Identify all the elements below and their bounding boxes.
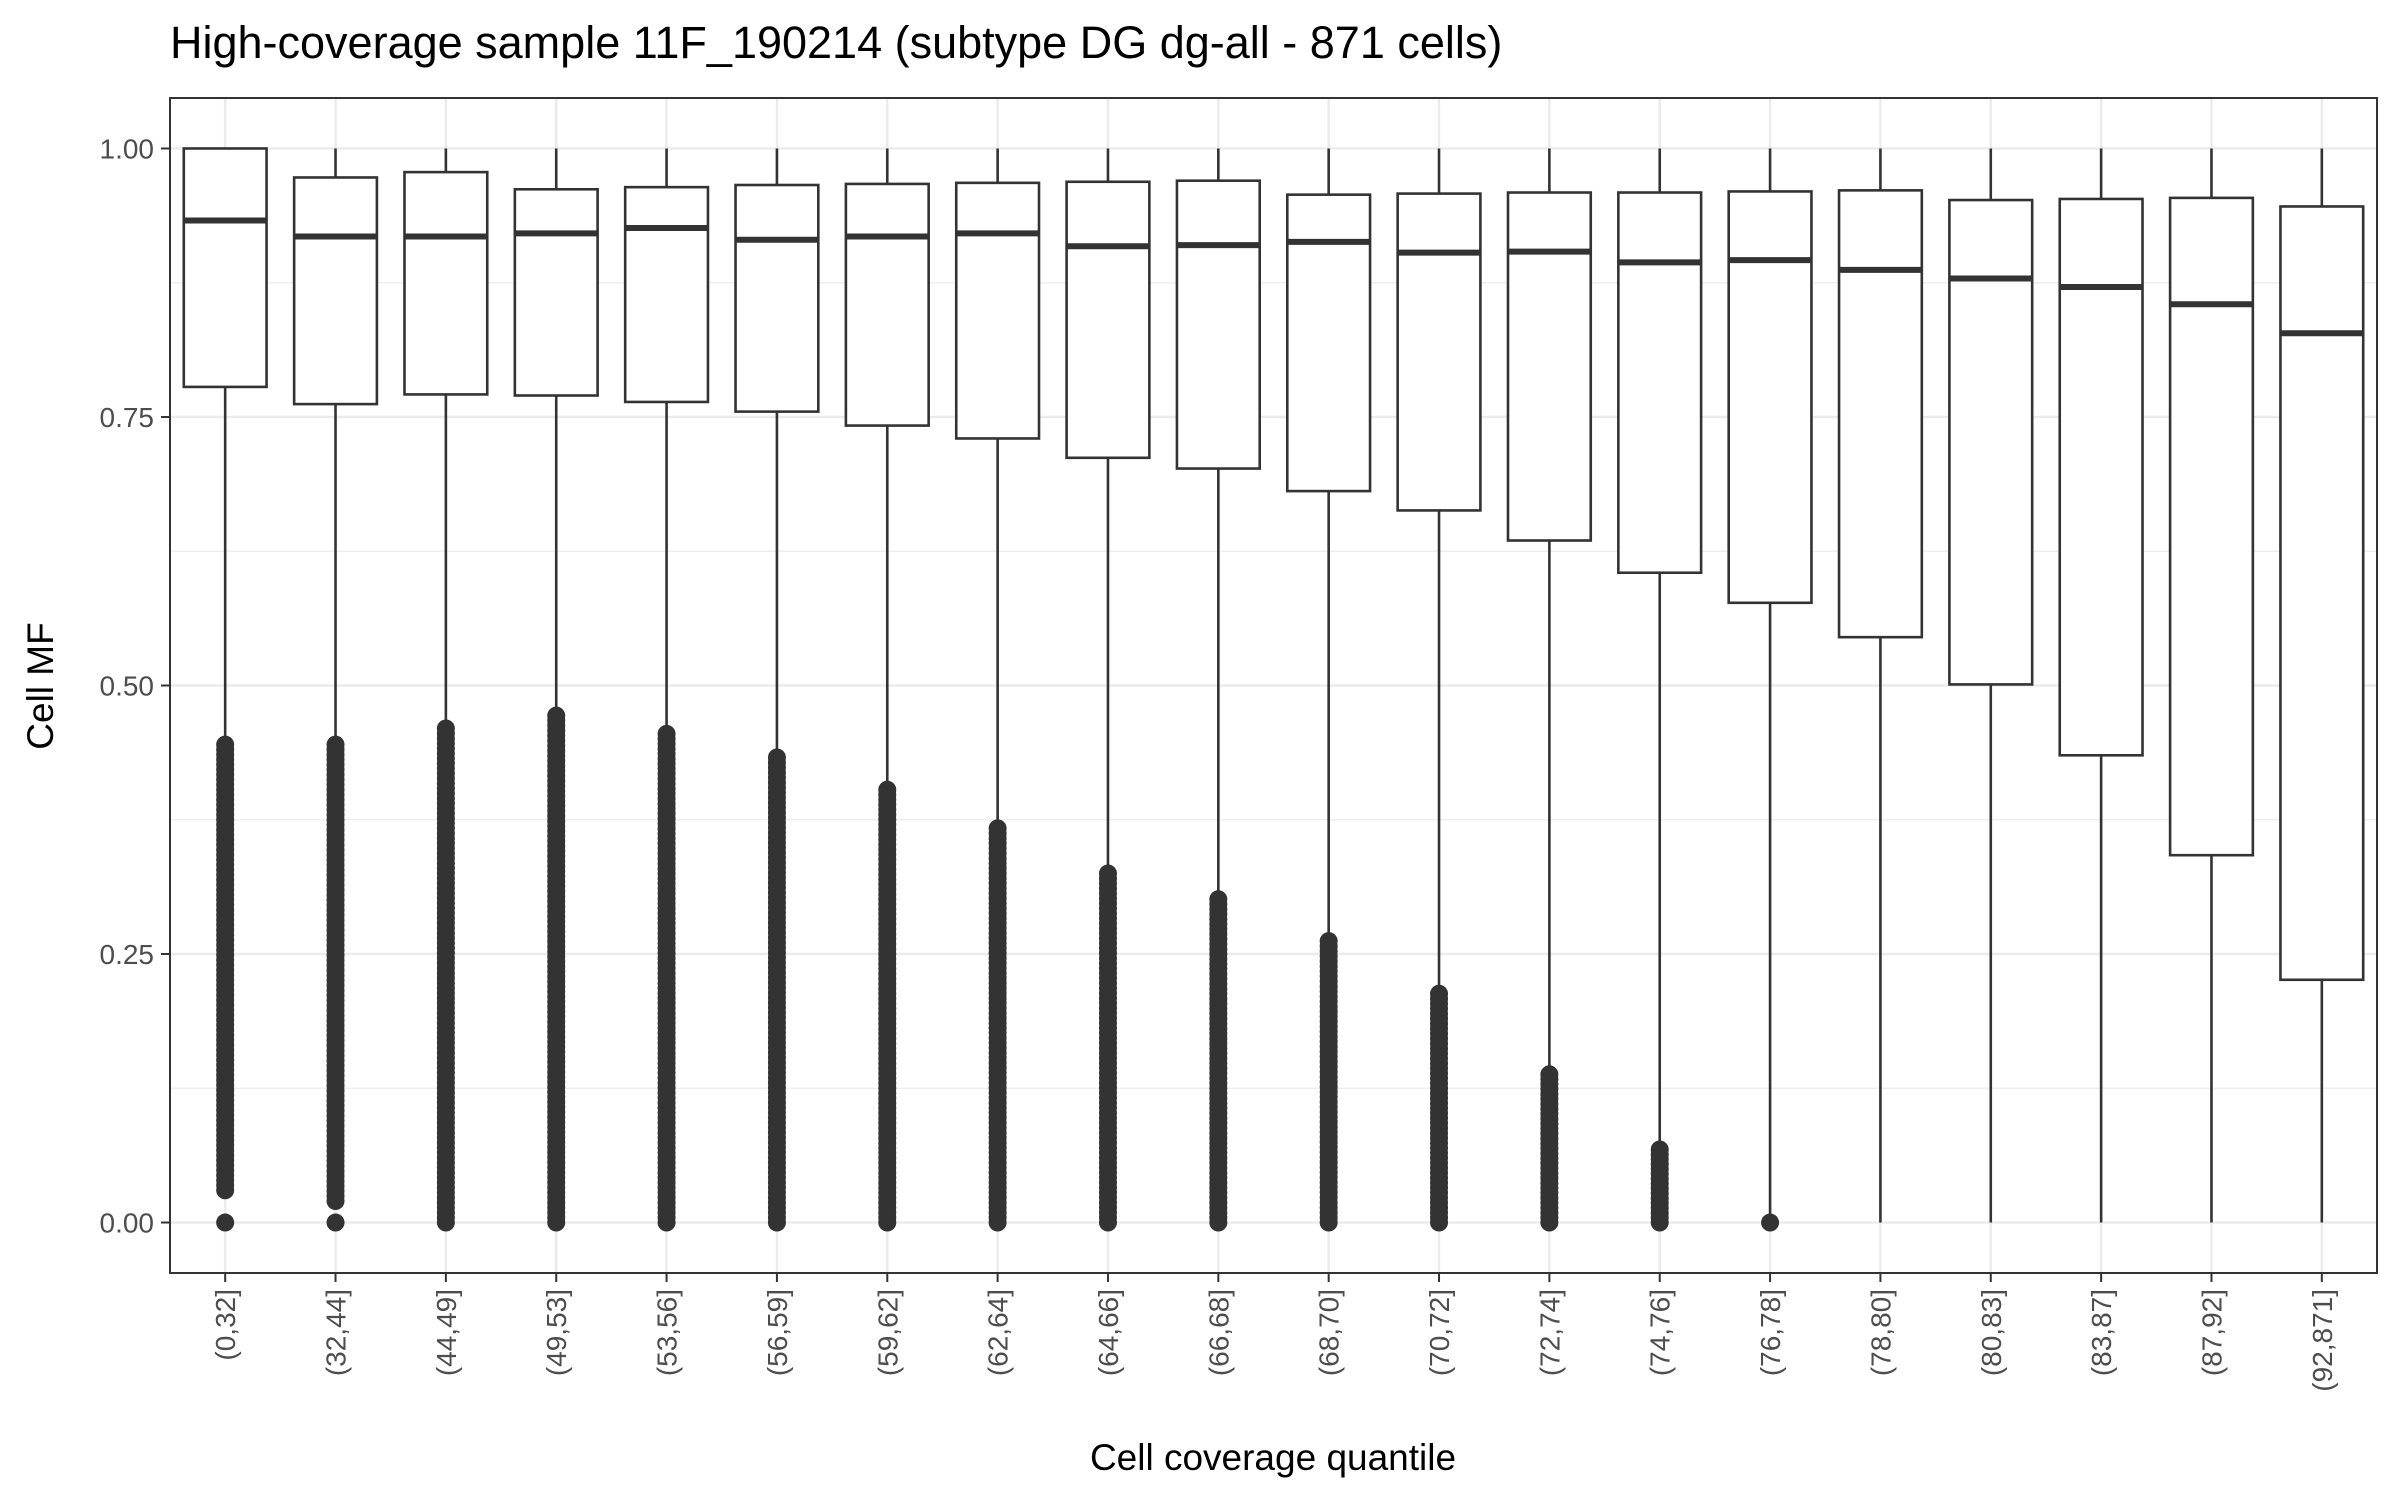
- x-tick-label: (53,56]: [652, 1289, 683, 1376]
- box-group: [734, 148, 820, 1232]
- x-tick-label: (92,871]: [2307, 1289, 2338, 1392]
- box-group: [1065, 148, 1151, 1232]
- y-tick-label: 0.50: [100, 671, 155, 702]
- x-axis: (0,32] (32,44] (44,49] (49,53] (53,56] (56,59…: [210, 1273, 2338, 1392]
- outlier-point: [1650, 1213, 1669, 1232]
- x-tick-label: (76,78]: [1755, 1289, 1786, 1376]
- x-tick-label: (59,62]: [872, 1289, 903, 1376]
- box-group: [513, 148, 599, 1232]
- iqr-box: [2279, 205, 2365, 982]
- iqr-box: [1396, 192, 1482, 512]
- outlier-point: [436, 1213, 455, 1232]
- chart-title: High-coverage sample 11F_190214 (subtype…: [170, 17, 1502, 68]
- x-tick-label: (78,80]: [1865, 1289, 1896, 1376]
- outlier-point: [1098, 1213, 1117, 1232]
- box-group: [1396, 148, 1482, 1232]
- box-group: [1506, 148, 1593, 1232]
- x-tick-label: (49,53]: [541, 1289, 572, 1376]
- box-group: [1175, 148, 1262, 1232]
- outlier-point: [547, 1213, 566, 1232]
- iqr-box: [734, 183, 820, 413]
- iqr-box: [513, 187, 599, 397]
- y-tick-label: 0.00: [100, 1208, 155, 1239]
- outlier-point: [988, 1213, 1007, 1232]
- box-group: [1837, 148, 1924, 1223]
- grid-layer: [170, 98, 2377, 1273]
- y-axis-label: Cell MF: [20, 622, 61, 749]
- x-tick-label: (70,72]: [1424, 1289, 1455, 1376]
- box-group: [2058, 148, 2144, 1223]
- y-tick-label: 1.00: [100, 133, 155, 164]
- x-tick-label: (56,59]: [762, 1289, 793, 1376]
- x-tick-label: (74,76]: [1645, 1289, 1676, 1376]
- outlier-point: [1540, 1213, 1559, 1232]
- box-group: [1727, 148, 1813, 1232]
- box-group: [2168, 148, 2255, 1223]
- outlier-point: [216, 1181, 235, 1200]
- box-group: [954, 148, 1041, 1232]
- box-group: [623, 148, 710, 1232]
- x-tick-label: (32,44]: [321, 1289, 352, 1376]
- outlier-point: [326, 1192, 345, 1211]
- x-tick-label: (80,83]: [1976, 1289, 2007, 1376]
- y-axis: 0.00 0.25 0.50 0.75 1.00: [100, 133, 170, 1239]
- iqr-box: [1065, 180, 1151, 460]
- box-group: [1285, 148, 1372, 1232]
- iqr-box: [292, 176, 379, 406]
- box-group: [1617, 148, 1703, 1232]
- x-tick-label: (0,32]: [210, 1289, 241, 1361]
- x-tick-label: (44,49]: [431, 1289, 462, 1376]
- outlier-point: [767, 1213, 786, 1232]
- iqr-box: [403, 170, 489, 396]
- iqr-box: [1948, 198, 2034, 686]
- iqr-box: [954, 181, 1041, 440]
- outlier-point: [216, 1213, 235, 1232]
- x-tick-label: (87,92]: [2196, 1289, 2227, 1376]
- outlier-point: [657, 1213, 676, 1232]
- iqr-box: [1837, 189, 1924, 639]
- y-tick-label: 0.25: [100, 939, 155, 970]
- iqr-box: [844, 182, 930, 427]
- iqr-box: [1506, 191, 1593, 542]
- iqr-box: [1727, 190, 1813, 605]
- iqr-box: [623, 185, 710, 404]
- iqr-box: [2058, 197, 2144, 757]
- x-tick-label: (66,68]: [1203, 1289, 1234, 1376]
- outlier-point: [1209, 1213, 1228, 1232]
- marks-layer: [182, 147, 2365, 1232]
- x-tick-label: (62,64]: [983, 1289, 1014, 1376]
- outlier-point: [1761, 1213, 1780, 1232]
- box-group: [292, 148, 379, 1232]
- iqr-box: [1175, 179, 1262, 470]
- outlier-point: [878, 1213, 897, 1232]
- iqr-box: [1617, 191, 1703, 575]
- box-group: [1948, 148, 2034, 1223]
- x-tick-label: (68,70]: [1314, 1289, 1345, 1376]
- outlier-point: [326, 1213, 345, 1232]
- x-tick-label: (64,66]: [1093, 1289, 1124, 1376]
- iqr-box: [182, 147, 268, 389]
- box-group: [182, 147, 268, 1232]
- outlier-point: [1319, 1213, 1338, 1232]
- x-axis-label: Cell coverage quantile: [1090, 1437, 1456, 1478]
- y-tick-label: 0.75: [100, 402, 155, 433]
- x-tick-label: (83,87]: [2086, 1289, 2117, 1376]
- x-tick-label: (72,74]: [1534, 1289, 1565, 1376]
- box-group: [2279, 148, 2365, 1223]
- box-group: [844, 148, 930, 1232]
- iqr-box: [2168, 196, 2255, 857]
- outlier-point: [1430, 1213, 1449, 1232]
- box-group: [403, 148, 489, 1232]
